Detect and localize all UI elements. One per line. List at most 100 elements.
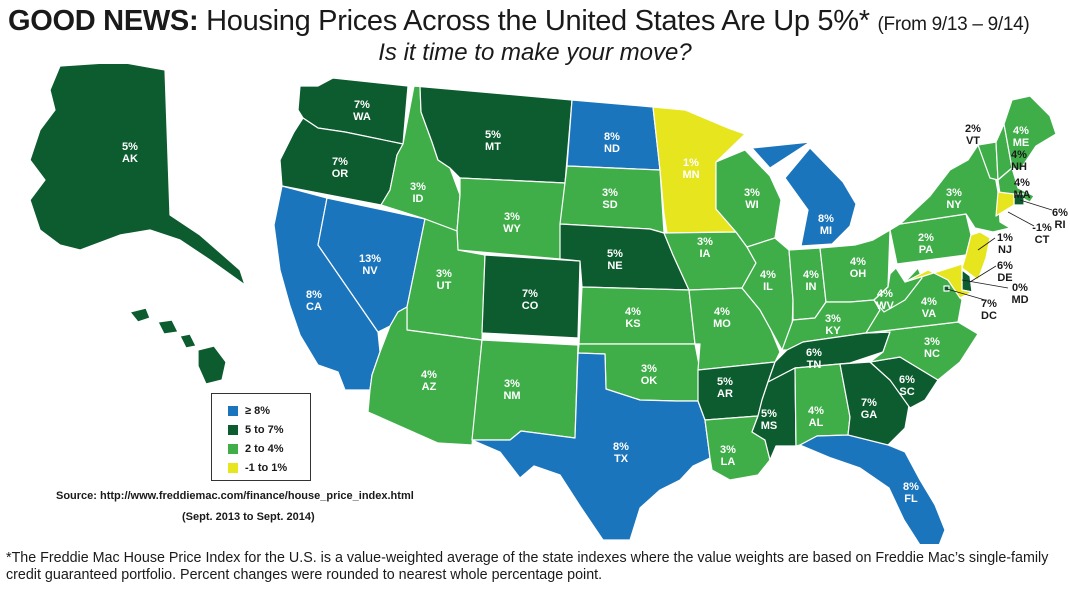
state-code-al: AL <box>809 417 824 429</box>
state-label-or: 7% OR <box>332 156 349 180</box>
legend-swatch-dark-green <box>228 424 238 435</box>
state-pct-al: 4% <box>808 405 824 417</box>
legend-item-yellow: -1 to 1% <box>228 458 310 477</box>
state-label-mt: 5% MT <box>485 129 501 153</box>
state-pct-ca: 8% <box>306 289 322 301</box>
legend-item-dark-green: 5 to 7% <box>228 420 310 439</box>
state-label-de: 6% DE <box>997 260 1013 284</box>
state-code-mo: MO <box>713 318 731 330</box>
state-label-nh: 4% NH <box>1011 149 1027 173</box>
state-pct-ut: 3% <box>436 268 452 280</box>
state-pct-ak: 5% <box>122 141 138 153</box>
state-code-in: IN <box>806 281 817 293</box>
title-period: (From 9/13 – 9/14) <box>877 14 1030 35</box>
state-mi <box>751 141 857 247</box>
state-label-il: 4% IL <box>760 269 776 293</box>
state-code-dc: DC <box>981 310 997 322</box>
state-pct-nd: 8% <box>604 131 620 143</box>
state-pct-ky: 3% <box>825 313 841 325</box>
state-md <box>904 263 973 299</box>
state-pct-vt: 2% <box>965 123 981 135</box>
state-code-ia: IA <box>700 248 711 260</box>
state-pct-wy: 3% <box>504 211 520 223</box>
state-code-me: ME <box>1013 137 1030 149</box>
state-label-mi: 8% MI <box>818 213 834 237</box>
state-tx <box>471 352 711 541</box>
state-dc <box>943 285 950 292</box>
source-range: (Sept. 2013 to Sept. 2014) <box>182 511 315 523</box>
state-label-sc: 6% SC <box>899 374 915 398</box>
leader-line <box>977 237 996 251</box>
state-pct-nm: 3% <box>504 378 520 390</box>
state-pct-mn: 1% <box>683 157 699 169</box>
state-code-ut: UT <box>437 280 452 292</box>
state-fl <box>799 434 946 544</box>
state-me <box>1003 95 1057 171</box>
state-pct-wv: 4% <box>877 288 893 300</box>
state-code-nm: NM <box>503 390 520 402</box>
legend-swatch-yellow <box>228 462 238 473</box>
state-pct-or: 7% <box>332 156 348 168</box>
state-code-or: OR <box>332 168 349 180</box>
state-label-ga: 7% GA <box>861 397 878 421</box>
state-pct-ga: 7% <box>861 397 877 409</box>
state-pct-id: 3% <box>410 181 426 193</box>
state-pct-ny: 3% <box>946 187 962 199</box>
state-label-hi: 7% HI <box>169 291 185 315</box>
state-label-in: 4% IN <box>803 269 819 293</box>
legend-item-green: 2 to 4% <box>228 439 310 458</box>
state-label-md: 0% MD <box>1011 282 1028 306</box>
state-pct-mi: 8% <box>818 213 834 225</box>
state-code-mi: MI <box>820 225 832 237</box>
state-pct-ms: 5% <box>761 408 777 420</box>
state-nj <box>961 231 991 281</box>
state-label-ia: 3% IA <box>697 236 713 260</box>
state-pct-wa: 7% <box>354 99 370 111</box>
source-text: Source: http://www.freddiemac.com/financ… <box>56 490 414 502</box>
title-lead: GOOD NEWS: <box>8 5 199 37</box>
state-pct-ia: 3% <box>697 236 713 248</box>
state-label-me: 4% ME <box>1013 125 1030 149</box>
state-label-ma: 4% MA <box>1013 177 1030 201</box>
state-label-ms: 5% MS <box>761 408 778 432</box>
state-label-ky: 3% KY <box>825 313 841 337</box>
state-code-ny: NY <box>946 199 962 211</box>
state-code-fl: FL <box>904 493 918 505</box>
state-code-md: MD <box>1011 294 1028 306</box>
state-label-nv: 13% NV <box>359 253 381 277</box>
state-code-id: ID <box>413 193 424 205</box>
state-pct-nh: 4% <box>1011 149 1027 161</box>
state-label-id: 3% ID <box>410 181 426 205</box>
state-code-wi: WI <box>745 199 758 211</box>
title-main: Housing Prices Across the United States … <box>206 5 870 37</box>
state-hi <box>129 307 227 385</box>
state-code-ma: MA <box>1013 189 1030 201</box>
state-label-dc: 7% DC <box>981 298 997 322</box>
chart-title: GOOD NEWS: Housing Prices Across the Uni… <box>8 4 1068 42</box>
state-label-ak: 5% AK <box>122 141 138 165</box>
state-ms <box>751 367 797 461</box>
state-label-ny: 3% NY <box>946 187 962 211</box>
state-code-ca: CA <box>306 301 322 313</box>
state-label-wi: 3% WI <box>744 187 760 211</box>
state-ct <box>995 191 1015 217</box>
state-pct-ri: 6% <box>1052 207 1068 219</box>
state-pct-ar: 5% <box>717 376 733 388</box>
state-code-nj: NJ <box>998 244 1012 256</box>
state-label-ct: -1% CT <box>1032 222 1052 246</box>
legend-swatch-green <box>228 443 238 454</box>
state-code-nh: NH <box>1011 161 1027 173</box>
state-pct-mo: 4% <box>714 306 730 318</box>
state-code-tx: TX <box>614 453 629 465</box>
state-code-de: DE <box>997 272 1012 284</box>
legend-label-green: 2 to 4% <box>245 442 284 455</box>
leader-line <box>1007 211 1035 227</box>
leader-line <box>946 288 986 301</box>
state-pct-nv: 13% <box>359 253 381 265</box>
state-pct-sd: 3% <box>602 187 618 199</box>
state-code-ok: OK <box>641 375 658 387</box>
state-code-co: CO <box>522 300 539 312</box>
state-pct-la: 3% <box>720 444 736 456</box>
state-code-ct: CT <box>1035 234 1050 246</box>
state-label-ri: 6% RI <box>1052 207 1068 231</box>
